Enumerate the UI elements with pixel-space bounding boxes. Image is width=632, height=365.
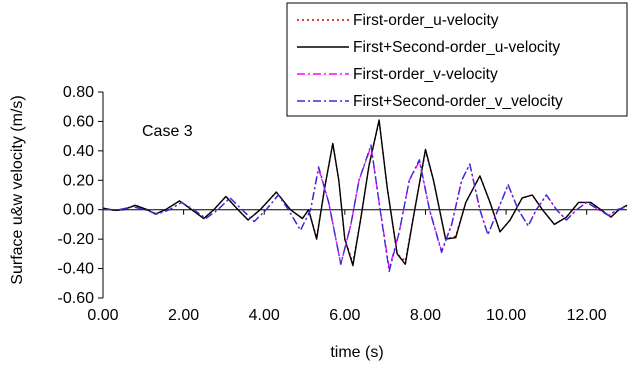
legend-label: First-order_u-velocity	[353, 12, 499, 29]
legend-label: First+Second-order_u-velocity	[353, 39, 560, 56]
x-tick-label: 12.00	[567, 307, 607, 324]
y-ticks: -0.60 -0.40 -0.20 0.00 0.20 0.40 0.60 0.80	[58, 84, 103, 307]
series-line-4	[103, 144, 628, 273]
case-annotation: Case 3	[142, 123, 193, 140]
legend-box	[286, 2, 628, 117]
y-axis-title: Surface u&w velocity (m/s)	[9, 95, 26, 284]
legend-items: First-order_u-velocity First+Second-order…	[297, 12, 563, 110]
legend-label: First+Second-order_v_velocity	[353, 93, 563, 110]
x-tick-label: 8.00	[410, 307, 441, 324]
legend: First-order_u-velocity First+Second-order…	[286, 2, 628, 117]
y-tick-label: -0.40	[58, 261, 95, 278]
x-tick-label: 0.00	[87, 307, 118, 324]
x-tick-label: 6.00	[329, 307, 360, 324]
y-tick-label: 0.00	[63, 202, 94, 219]
y-tick-label: 0.40	[63, 143, 94, 160]
y-tick-label: -0.20	[58, 231, 95, 248]
y-tick-label: 0.20	[63, 172, 94, 189]
y-tick-label: -0.60	[58, 290, 95, 307]
x-tick-label: 10.00	[486, 307, 526, 324]
series-group	[102, 119, 628, 273]
legend-label: First-order_v-velocity	[353, 66, 498, 83]
x-ticks: 0.00 2.00 4.00 6.00 8.00 10.00 12.00	[87, 209, 607, 324]
x-axis-title: time (s)	[330, 344, 383, 361]
series-line-2	[102, 119, 628, 267]
plot-area: 0.00 2.00 4.00 6.00 8.00 10.00 12.00 -0.60 -0.4…	[58, 84, 628, 324]
y-tick-label: 0.60	[63, 113, 94, 130]
x-tick-label: 4.00	[249, 307, 280, 324]
x-tick-label: 2.00	[168, 307, 199, 324]
y-tick-label: 0.80	[63, 84, 94, 101]
